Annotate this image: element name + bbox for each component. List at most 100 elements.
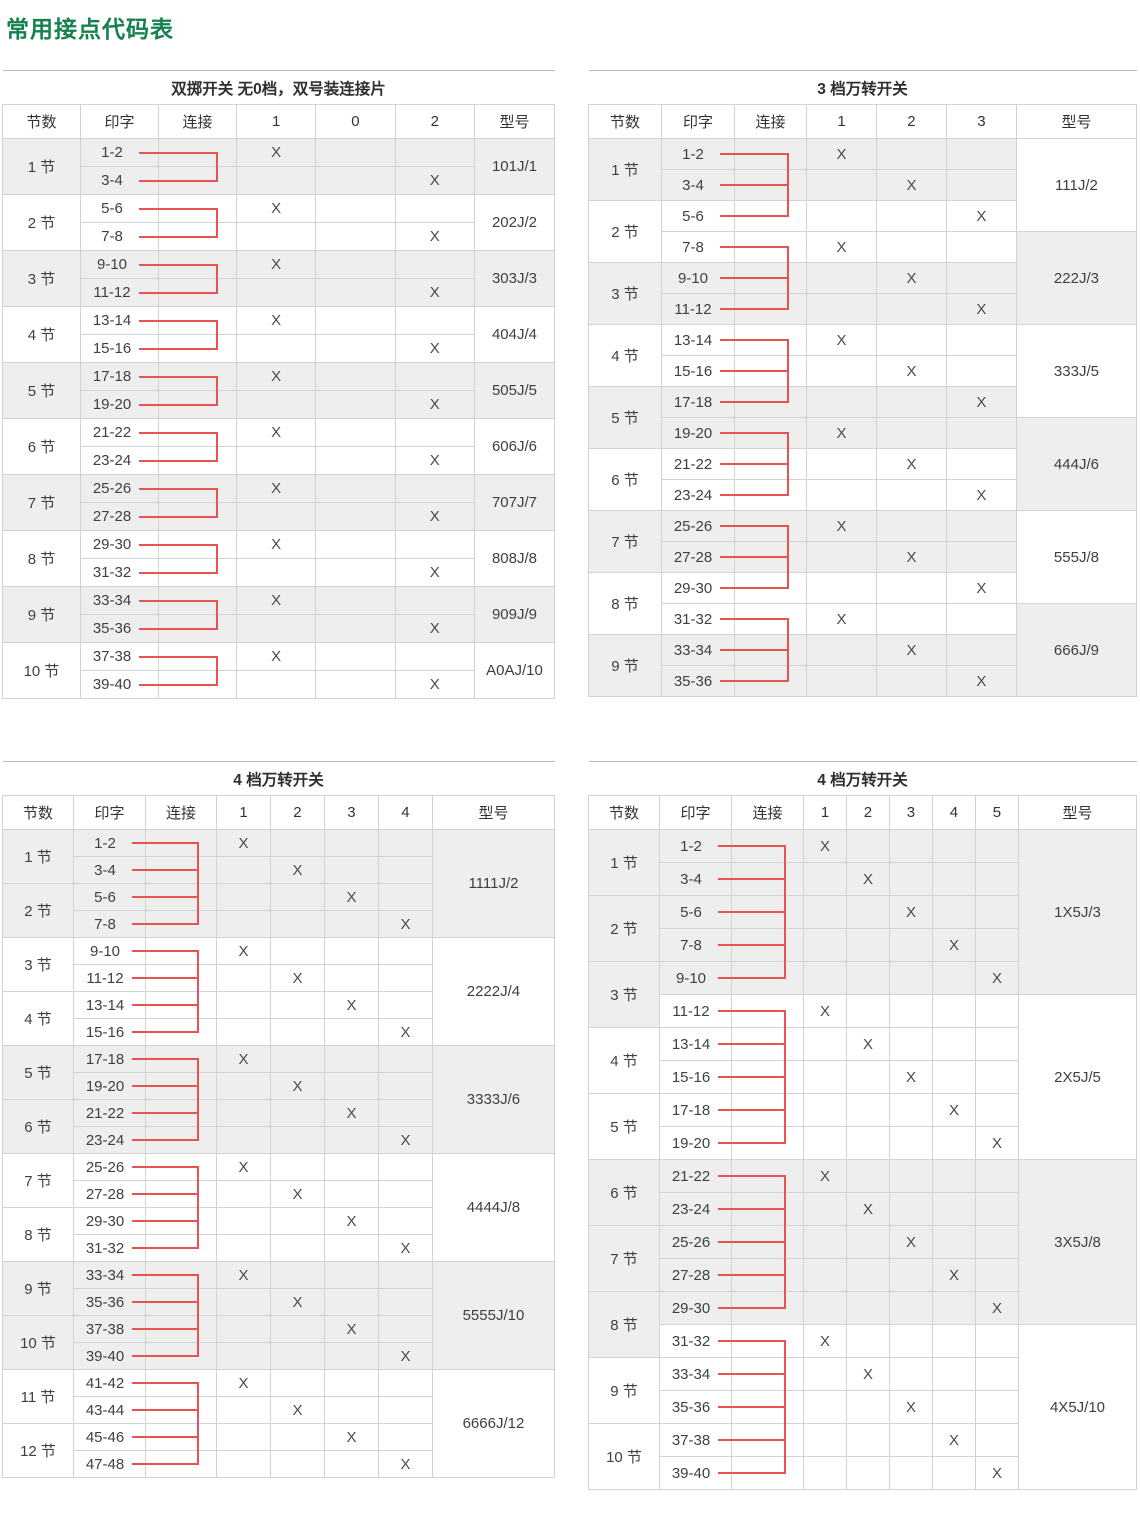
print-wrap: 7-8 <box>74 916 146 933</box>
table-row: 35-36 X <box>3 614 555 643</box>
print-label: 1-2 <box>94 834 116 852</box>
mark-cell <box>974 1159 1019 1193</box>
print-wrap: 21-22 <box>660 1168 732 1185</box>
print-label-cell: 9-10 <box>80 250 159 279</box>
connector-line <box>718 878 732 880</box>
print-label-cell: 31-32 <box>661 603 735 635</box>
mark-cell <box>394 586 475 615</box>
print-label-cell: 9-10 <box>659 961 732 995</box>
mark-cell <box>875 231 947 263</box>
column-header-row: 节数 印字 连接 1 2 3 4 5 型号 <box>588 795 1138 830</box>
mark-cell <box>875 572 947 604</box>
connector-line <box>132 1382 146 1384</box>
mark-cell <box>931 862 976 896</box>
print-label: 31-32 <box>673 610 713 628</box>
table-row: 8 节 29-30 X <box>2 1207 555 1262</box>
connection-cell <box>731 1126 804 1160</box>
connector-line <box>731 1472 786 1474</box>
print-label: 21-22 <box>673 455 713 473</box>
connector-bracket <box>786 293 789 310</box>
mark-cell <box>931 1225 976 1259</box>
table-row: 19-20 X <box>589 1126 1137 1160</box>
print-wrap: 5-6 <box>74 889 146 906</box>
column-header-row: 节数 印字 连接 1 0 2 型号 <box>2 104 556 139</box>
mark-cell <box>803 1225 847 1259</box>
mark-cell <box>974 1324 1019 1358</box>
print-label-cell: 3-4 <box>80 166 159 195</box>
print-wrap: 3-4 <box>81 172 159 189</box>
connector-line <box>132 1004 146 1006</box>
connector-line <box>734 339 789 341</box>
connector-bracket <box>197 1058 200 1073</box>
connection-cell <box>145 1153 217 1181</box>
print-label: 39-40 <box>85 1347 125 1365</box>
connector-line <box>132 1247 146 1249</box>
connection-cell <box>731 862 804 896</box>
connector-line <box>139 151 159 154</box>
connector-line <box>734 649 789 651</box>
table-row: 1 节 1-2 X 101J/1 <box>2 138 556 195</box>
column-header: 4 <box>377 795 433 830</box>
mark-cell <box>216 1126 271 1154</box>
print-label: 39-40 <box>92 676 132 693</box>
table-row: 31-32 X 666J/9 <box>589 603 1138 697</box>
mark-cell <box>216 964 271 992</box>
mark-cell <box>974 1423 1019 1457</box>
section-count-cell: 8 节 <box>588 1291 660 1358</box>
table-row: 11 节 41-42 X 6666J/12 <box>2 1369 556 1478</box>
model-cell: 909J/9 <box>473 586 556 643</box>
mark-cell <box>803 1357 847 1391</box>
print-label-cell: 13-14 <box>80 306 159 335</box>
print-wrap: 47-48 <box>74 1456 146 1473</box>
mark-cell: X <box>945 665 1017 697</box>
mark-cell: X <box>806 603 877 635</box>
connector-bracket <box>215 166 218 182</box>
mark-cell: X <box>931 1258 976 1292</box>
table-row: 1 节 1-2 X 1111J/2 <box>2 829 556 938</box>
connection-cell <box>145 1396 217 1424</box>
section-count-cell: 5 节 <box>588 386 662 449</box>
column-header: 1 <box>235 104 317 139</box>
connector-line <box>158 543 218 546</box>
print-label-cell: 29-30 <box>659 1291 732 1325</box>
connector-line <box>145 1355 200 1357</box>
connector-line <box>734 432 789 434</box>
connector-line <box>139 263 159 266</box>
print-label: 37-38 <box>671 1431 711 1449</box>
connector-bracket <box>215 446 218 462</box>
print-label: 9-10 <box>675 969 707 987</box>
table-row: 3-4 X <box>3 856 555 884</box>
mark-cell: X <box>235 194 317 223</box>
connector-line <box>720 401 735 403</box>
mark-cell: X <box>875 355 947 387</box>
mark-cell <box>931 829 976 863</box>
connection-cell <box>731 994 804 1028</box>
connection-cell <box>145 1315 217 1343</box>
print-label: 9-10 <box>677 269 709 287</box>
column-header: 3 <box>888 795 933 830</box>
mark-cell: X <box>235 138 317 167</box>
print-label-cell: 19-20 <box>80 390 159 419</box>
print-wrap: 23-24 <box>660 1201 732 1218</box>
print-wrap: 21-22 <box>81 424 159 441</box>
print-label: 27-28 <box>671 1266 711 1284</box>
mark-cell: X <box>394 166 475 195</box>
print-wrap: 39-40 <box>660 1465 732 1482</box>
mark-cell <box>216 1396 271 1424</box>
print-label-cell: 37-38 <box>659 1423 732 1457</box>
connector-line <box>139 599 159 602</box>
mark-cell <box>875 386 947 418</box>
model-cell: 101J/1 <box>473 138 556 195</box>
print-wrap: 15-16 <box>81 340 159 357</box>
mark-cell <box>803 1258 847 1292</box>
mark-cell <box>315 530 396 559</box>
print-wrap: 13-14 <box>81 312 159 329</box>
section-count-cell: 8 节 <box>2 530 81 587</box>
print-wrap: 29-30 <box>81 536 159 553</box>
mark-cell <box>269 1207 325 1235</box>
print-label-cell: 45-46 <box>73 1423 146 1451</box>
print-label-cell: 25-26 <box>80 474 159 503</box>
connection-cell <box>145 1261 217 1289</box>
print-label-cell: 35-36 <box>73 1288 146 1316</box>
mark-cell: X <box>806 510 877 542</box>
